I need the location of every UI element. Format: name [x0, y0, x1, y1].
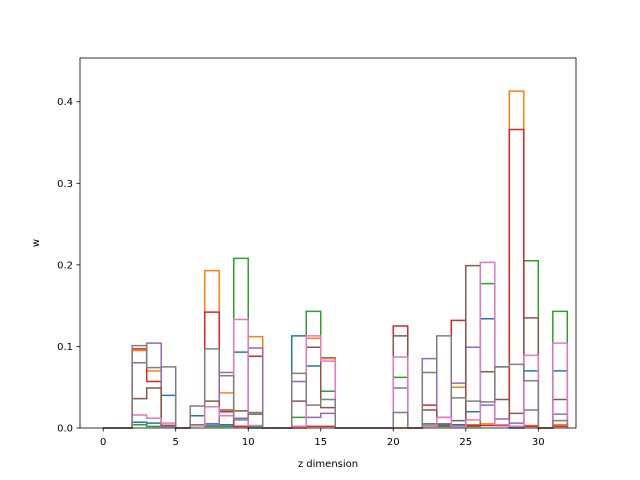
x-axis-label: z dimension: [298, 459, 358, 470]
x-tick-label: 20: [387, 437, 400, 448]
x-tick-label: 0: [100, 437, 106, 448]
x-tick-label: 15: [314, 437, 327, 448]
x-tick-label: 10: [242, 437, 255, 448]
plot-frame: [79, 57, 577, 429]
x-axis-ticks: 0 5 10 15 20 25 30: [100, 428, 545, 448]
y-tick-label: 0.0: [57, 424, 73, 435]
x-tick-label: 25: [459, 437, 472, 448]
y-tick-label: 0.2: [57, 260, 73, 271]
y-axis-ticks: 0.0 0.1 0.2 0.3 0.4: [57, 97, 80, 435]
y-tick-label: 0.3: [57, 179, 73, 190]
y-tick-label: 0.1: [57, 342, 73, 353]
x-tick-label: 30: [532, 437, 545, 448]
y-tick-label: 0.4: [57, 97, 73, 108]
y-axis-label: w: [31, 239, 42, 247]
x-tick-label: 5: [173, 437, 179, 448]
